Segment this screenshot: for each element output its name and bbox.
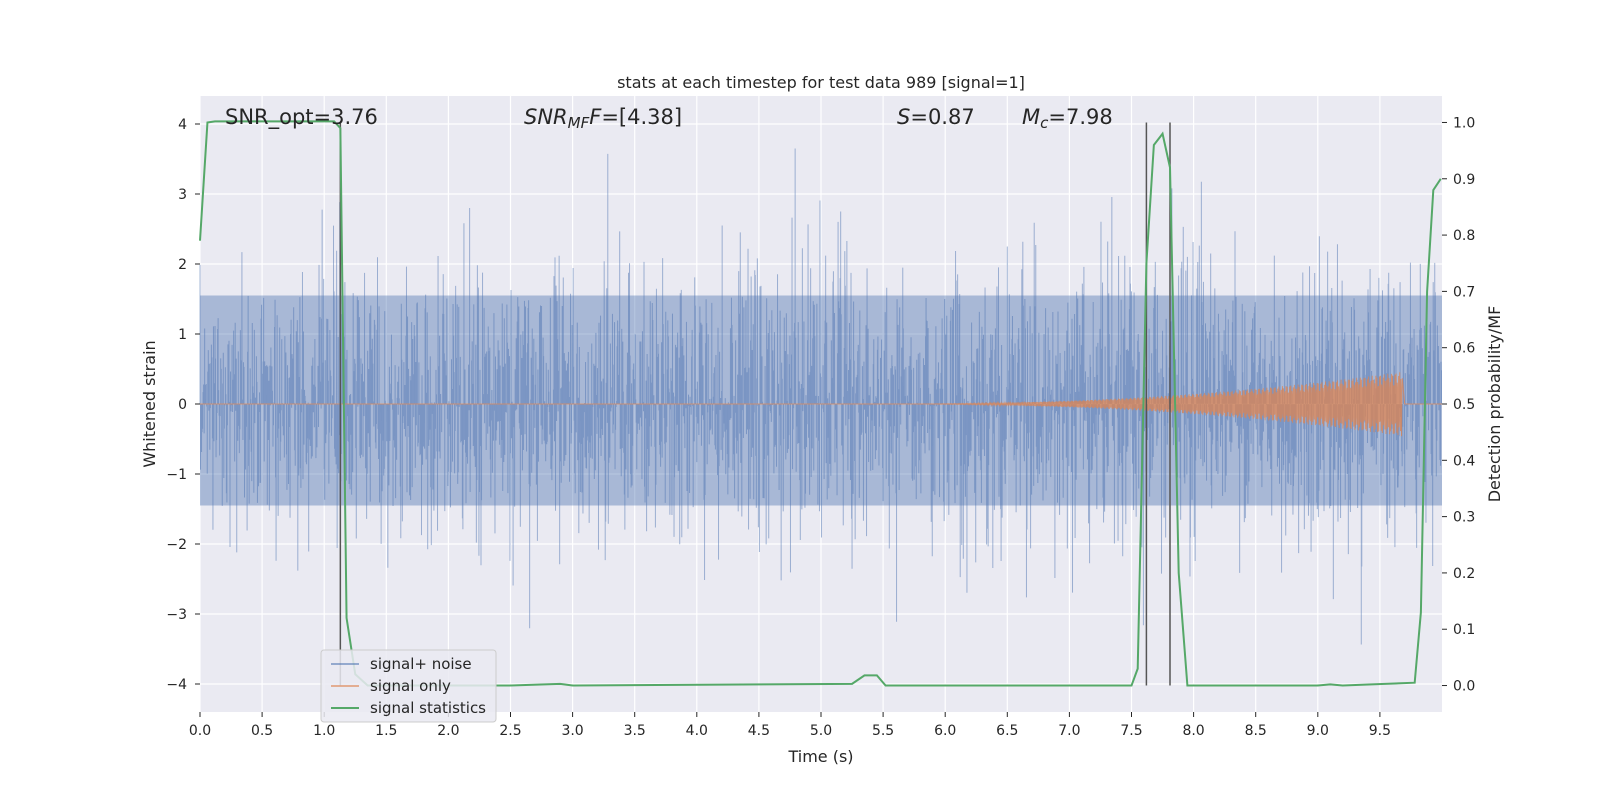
- x-tick-label: 8.0: [1182, 723, 1204, 739]
- annotation-snr-mf-main: SNR: [524, 105, 568, 129]
- legend-label-signal: signal only: [370, 677, 451, 695]
- x-tick-label: 2.0: [437, 723, 459, 739]
- legend-label-stats: signal statistics: [370, 699, 486, 717]
- signal-statistics-line: [199, 120, 1442, 687]
- y-left-tick-label: −1: [166, 467, 187, 483]
- annotation-snr-mf: SNRMFF=[4.38]: [524, 105, 682, 132]
- x-axis-label: Time (s): [787, 747, 853, 766]
- annotation-s: S=0.87: [897, 105, 975, 129]
- legend-box: [320, 649, 497, 723]
- signal-only-line: [200, 372, 1442, 437]
- y-right-tick-label: 0.6: [1453, 341, 1475, 357]
- annotation-snr-opt: SNR_opt=3.76: [225, 105, 378, 130]
- annotation-s-value: =0.87: [910, 105, 974, 129]
- x-tick-label: 6.0: [934, 723, 956, 739]
- annotation-s-main: S: [897, 105, 910, 129]
- y-right-tick-label: 0.0: [1453, 679, 1475, 695]
- y-left-tick-label: −3: [166, 607, 187, 623]
- y-left-tick-label: −4: [166, 677, 187, 693]
- y-left-tick-label: 2: [178, 257, 187, 273]
- y-axis-right-label: Detection probability/MF: [1485, 306, 1504, 503]
- annotation-mc-main: M: [1022, 105, 1040, 129]
- x-tick-label: 3.0: [561, 723, 583, 739]
- legend: signal+ noise signal only signal statist…: [320, 649, 497, 723]
- annotation-snr-mf-f: F: [589, 105, 602, 129]
- y-axis-left-label: Whitened strain: [140, 340, 159, 467]
- y-left-tick-label: 1: [178, 327, 187, 343]
- annotation-snr-mf-sub: MF: [568, 114, 590, 132]
- y-right-tick-label: 1.0: [1453, 115, 1475, 131]
- x-tick-label: 7.0: [1058, 723, 1080, 739]
- y-left-tick-label: 4: [178, 117, 187, 133]
- legend-label-noise: signal+ noise: [370, 655, 472, 673]
- x-tick-label: 2.5: [499, 723, 521, 739]
- y-left-tick-label: 3: [178, 187, 187, 203]
- x-tick-label: 5.5: [872, 723, 894, 739]
- y-right-tick-label: 0.8: [1453, 228, 1475, 244]
- y-right-tick-label: 0.5: [1453, 397, 1475, 413]
- x-tick-label: 9.0: [1307, 723, 1329, 739]
- signal-only-layer: [200, 372, 1442, 437]
- x-tick-label: 6.5: [996, 723, 1018, 739]
- y-left-tick-label: 0: [178, 397, 187, 413]
- x-tick-label: 1.5: [375, 723, 397, 739]
- annotation-mc-sub: c: [1040, 114, 1049, 132]
- x-tick-label: 9.5: [1369, 723, 1391, 739]
- x-tick-label: 0.0: [189, 723, 211, 739]
- y-right-tick-label: 0.2: [1453, 566, 1475, 582]
- x-tick-label: 0.5: [251, 723, 273, 739]
- y-axis-left-ticks: 4 3 2 1 0 −1 −2 −3 −4: [166, 117, 200, 693]
- y-right-tick-label: 0.9: [1453, 172, 1475, 188]
- x-tick-label: 4.0: [686, 723, 708, 739]
- x-tick-label: 3.5: [624, 723, 646, 739]
- x-tick-label: 5.0: [810, 723, 832, 739]
- x-tick-label: 8.5: [1245, 723, 1267, 739]
- x-tick-label: 1.0: [313, 723, 335, 739]
- x-axis-ticks: 0.0 0.5 1.0 1.5 2.0 2.5 3.0 3.5 4.0 4.5 5.0 5.5 6.0 6…: [189, 712, 1391, 739]
- vertical-markers: [339, 122, 1171, 686]
- annotation-mc-value: =7.98: [1048, 105, 1112, 129]
- y-right-tick-label: 0.1: [1453, 622, 1475, 638]
- statistics-layer: [199, 120, 1442, 687]
- annotation-mc: Mc=7.98: [1022, 105, 1113, 132]
- y-right-tick-label: 0.3: [1453, 510, 1475, 526]
- x-tick-label: 7.5: [1120, 723, 1142, 739]
- y-right-tick-label: 0.7: [1453, 284, 1475, 300]
- y-left-tick-label: −2: [166, 537, 187, 553]
- y-right-tick-label: 0.4: [1453, 453, 1475, 469]
- annotation-snr-mf-value: =[4.38]: [601, 105, 682, 129]
- y-axis-right-ticks: 1.0 0.9 0.8 0.7 0.6 0.5 0.4 0.3 0.2 0.1 0.0: [1442, 115, 1475, 695]
- x-tick-label: 4.5: [748, 723, 770, 739]
- chart-title: stats at each timestep for test data 989…: [617, 73, 1025, 92]
